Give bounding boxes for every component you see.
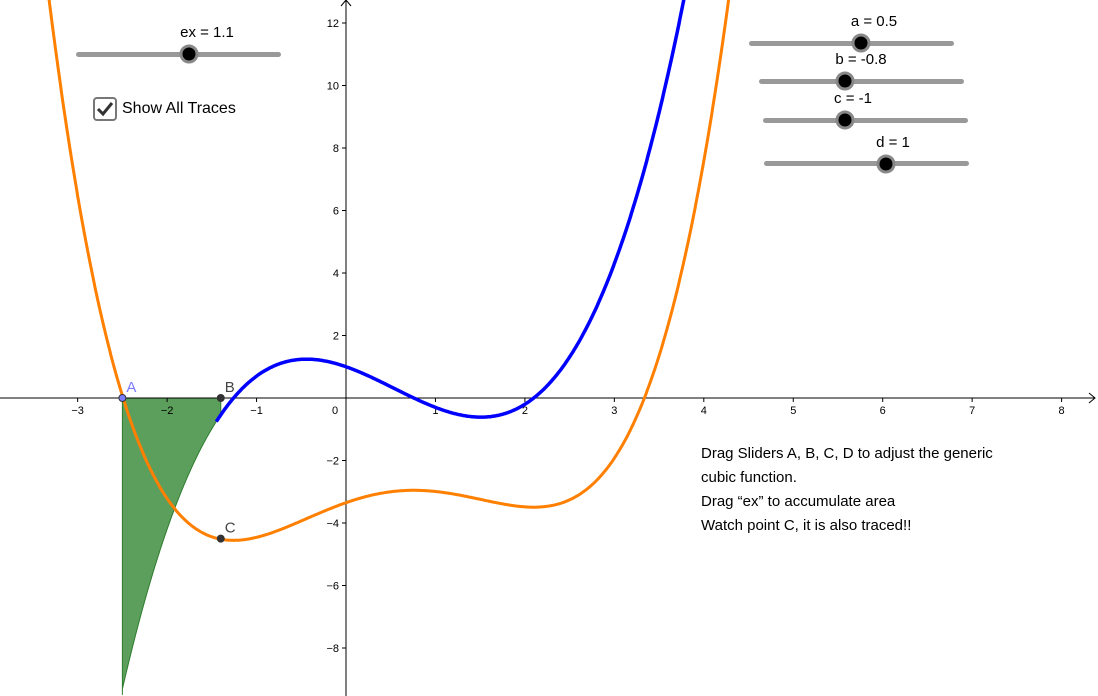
slider-b-track[interactable] (759, 79, 964, 84)
point-B[interactable]: B (216, 379, 235, 402)
slider-d-knob[interactable] (876, 154, 896, 174)
svg-text:6: 6 (333, 206, 339, 218)
points[interactable]: A B C (118, 379, 236, 543)
svg-text:6: 6 (880, 405, 886, 417)
slider-ex-label: ex = 1.1 (180, 24, 234, 41)
show-all-traces-checkbox[interactable]: Show All Traces (93, 97, 236, 121)
integral-curve[interactable] (46, 0, 731, 542)
point-label: A (126, 379, 136, 396)
svg-text:7: 7 (969, 405, 975, 417)
point-label: C (225, 520, 236, 537)
point-C[interactable]: C (216, 520, 236, 543)
checkmark-icon (96, 102, 114, 117)
slider-c-knob[interactable] (835, 110, 855, 130)
instruction-line: Drag Sliders A, B, C, D to adjust the ge… (701, 445, 993, 462)
slider-ex-track[interactable] (76, 52, 281, 57)
point-label: B (225, 379, 235, 396)
svg-text:−2: −2 (326, 456, 339, 468)
svg-text:8: 8 (1059, 405, 1065, 417)
accumulated-area-region (121, 397, 222, 695)
slider-d-track[interactable] (764, 161, 969, 166)
checkbox-label: Show All Traces (122, 100, 236, 117)
svg-text:10: 10 (327, 81, 339, 93)
slider-a-label: a = 0.5 (850, 13, 898, 30)
svg-text:3: 3 (611, 405, 617, 417)
svg-text:5: 5 (790, 405, 796, 417)
instruction-line: Drag “ex” to accumulate area (701, 493, 896, 510)
instructions-text: Drag Sliders A, B, C, D to adjust the ge… (701, 442, 993, 538)
slider-ex-knob[interactable] (179, 44, 199, 64)
svg-text:4: 4 (701, 405, 707, 417)
slider-c-track[interactable] (763, 118, 968, 123)
svg-text:−8: −8 (326, 643, 339, 655)
instruction-line: Watch point C, it is also traced!! (701, 517, 912, 534)
slider-b-knob[interactable] (835, 71, 855, 91)
slider-b-label: b = -0.8 (835, 51, 887, 68)
slider-c-label: c = -1 (834, 90, 872, 107)
svg-text:2: 2 (522, 405, 528, 417)
checkbox-box[interactable] (93, 97, 117, 121)
svg-text:−1: −1 (250, 405, 263, 417)
svg-text:2: 2 (333, 331, 339, 343)
cubic-curve[interactable] (214, 0, 687, 423)
svg-text:1: 1 (432, 405, 438, 417)
svg-text:8: 8 (333, 143, 339, 155)
slider-a-knob[interactable] (851, 33, 871, 53)
svg-text:12: 12 (327, 18, 339, 30)
svg-text:−3: −3 (71, 405, 84, 417)
svg-text:4: 4 (333, 268, 339, 280)
svg-text:0: 0 (332, 405, 338, 417)
svg-text:−6: −6 (326, 581, 339, 593)
svg-text:−4: −4 (326, 518, 339, 530)
slider-d-label: d = 1 (876, 134, 910, 151)
instruction-line: cubic function. (701, 469, 797, 486)
svg-text:−2: −2 (161, 405, 174, 417)
point-A[interactable]: A (118, 379, 137, 402)
